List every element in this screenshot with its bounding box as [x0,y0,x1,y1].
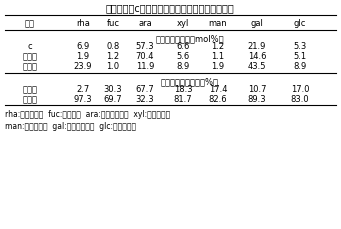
Text: 1.9: 1.9 [76,52,90,61]
Text: 5.1: 5.1 [294,52,307,61]
Text: 57.3: 57.3 [136,42,154,51]
Text: 23.9: 23.9 [74,62,92,71]
Text: 43.5: 43.5 [248,62,266,71]
Text: 32.3: 32.3 [136,95,154,104]
Text: fuc: fuc [106,19,119,28]
Text: 各中性糖の存在比（%）: 各中性糖の存在比（%） [161,77,219,86]
Text: 1.2: 1.2 [106,52,120,61]
Text: 67.7: 67.7 [136,85,154,94]
Text: 11.9: 11.9 [136,62,154,71]
Text: 14.6: 14.6 [248,52,266,61]
Text: 中性糖の構成比（mol%）: 中性糖の構成比（mol%） [156,34,224,43]
Text: 0.8: 0.8 [106,42,120,51]
Text: 82.6: 82.6 [209,95,227,104]
Text: 81.7: 81.7 [174,95,192,104]
Text: 1.0: 1.0 [106,62,120,71]
Text: 18.3: 18.3 [174,85,192,94]
Text: 89.3: 89.3 [248,95,266,104]
Text: 1.2: 1.2 [211,42,225,51]
Text: 21.9: 21.9 [248,42,266,51]
Text: gal: gal [251,19,264,28]
Text: man:マンノース  gal:ガラクトース  glc:グルコース: man:マンノース gal:ガラクトース glc:グルコース [5,122,136,131]
Text: rha: rha [76,19,90,28]
Text: 69.7: 69.7 [104,95,122,104]
Text: 83.0: 83.0 [291,95,309,104]
Text: 1.1: 1.1 [211,52,225,61]
Text: c: c [28,42,32,51]
Text: 5.6: 5.6 [176,52,190,61]
Text: 5.3: 5.3 [293,42,307,51]
Text: rha:ラムノース  fuc:フコース  ara:アラビノース  xyl:キシロース: rha:ラムノース fuc:フコース ara:アラビノース xyl:キシロース [5,110,170,119]
Text: ara: ara [138,19,152,28]
Text: 表２　分画cに酸を処理した多糖の中性糖の構成: 表２ 分画cに酸を処理した多糖の中性糖の構成 [106,3,234,13]
Text: 中性側: 中性側 [23,85,38,94]
Text: glc: glc [294,19,306,28]
Text: xyl: xyl [177,19,189,28]
Text: 17.4: 17.4 [209,85,227,94]
Text: 97.3: 97.3 [74,95,92,104]
Text: 6.6: 6.6 [176,42,190,51]
Text: 17.0: 17.0 [291,85,309,94]
Text: 8.9: 8.9 [293,62,307,71]
Text: 1.9: 1.9 [211,62,225,71]
Text: 30.3: 30.3 [104,85,122,94]
Text: 10.7: 10.7 [248,85,266,94]
Text: 70.4: 70.4 [136,52,154,61]
Text: 酸性側: 酸性側 [23,62,38,71]
Text: 分画: 分画 [25,19,35,28]
Text: 6.9: 6.9 [76,42,90,51]
Text: man: man [209,19,227,28]
Text: 8.9: 8.9 [176,62,190,71]
Text: 中性側: 中性側 [23,52,38,61]
Text: 2.7: 2.7 [76,85,90,94]
Text: 酸性側: 酸性側 [23,95,38,104]
